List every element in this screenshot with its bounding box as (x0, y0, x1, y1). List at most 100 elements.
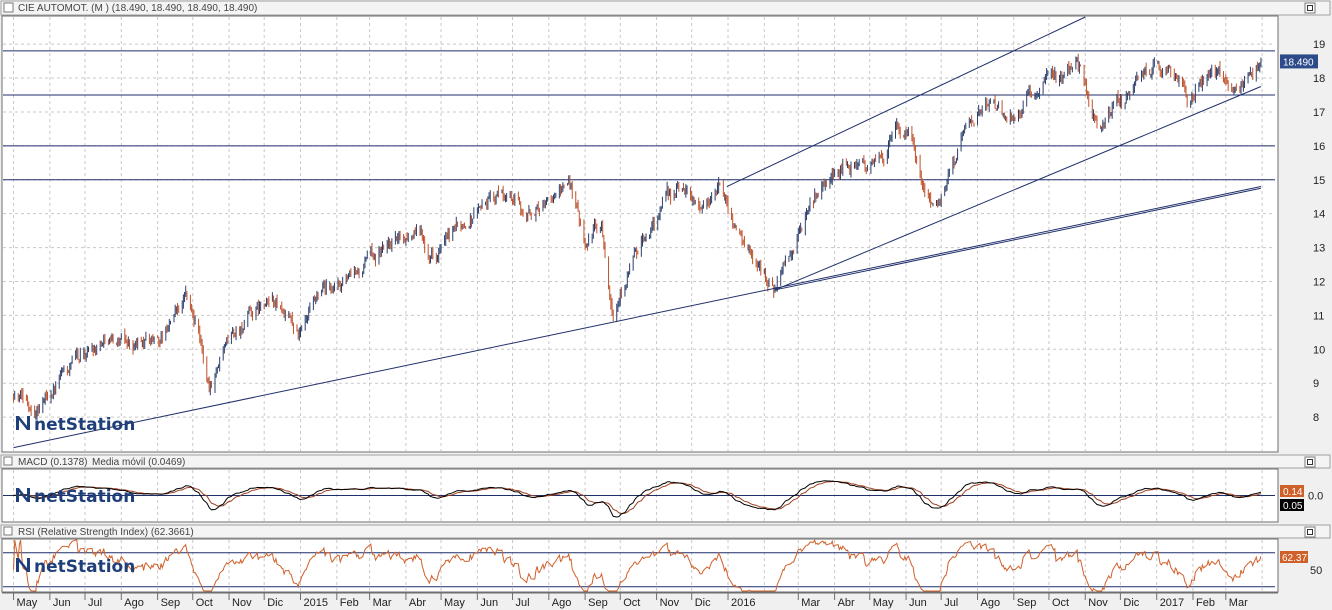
maximize-icon (1307, 459, 1313, 465)
price-maximize-button[interactable] (1304, 2, 1316, 14)
price-y-tick: 15 (1313, 175, 1325, 187)
x-axis-label: Abr (838, 597, 855, 609)
price-trendlines (13, 16, 1262, 449)
x-axis-label: Nov (660, 597, 680, 609)
rsi-y-tick: 50 (1310, 565, 1322, 577)
maximize-icon (1307, 529, 1313, 535)
x-axis: May Jun Jul Ago Sep Oct Nov Dic 2015 Feb Mar Abr May… (2, 592, 1278, 609)
x-axis-label: Nov (232, 597, 252, 609)
x-axis-label: Jul (516, 597, 530, 609)
x-axis-label: Jun (53, 597, 71, 609)
price-trendline (774, 86, 1262, 291)
rsi-title-bar (0, 524, 1331, 539)
rsi-window-icon (3, 526, 13, 536)
price-y-tick: 14 (1313, 209, 1325, 221)
x-axis-label: Mar (801, 597, 820, 609)
x-axis-label: Oct (1052, 597, 1069, 609)
x-axis-label: Jul (88, 597, 102, 609)
rsi-value: 62.37 (1282, 553, 1307, 564)
macd-lines (13, 480, 1262, 518)
x-axis-label: Ago (124, 597, 144, 609)
price-y-tick: 8 (1313, 412, 1319, 424)
price-candles (13, 53, 1262, 420)
x-axis-label: Sep (1017, 597, 1037, 609)
x-axis-label: Nov (1088, 597, 1108, 609)
netstation-logo-icon (16, 416, 30, 430)
macd-title: MACD (0.1378) (18, 457, 87, 468)
price-last-value: 18.490 (1283, 57, 1314, 68)
price-title-bar (0, 0, 1331, 16)
x-axis-label: Feb (1196, 597, 1215, 609)
rsi-title: RSI (Relative Strength Index) (62.3661) (18, 527, 194, 538)
brand-name: netStation (34, 415, 135, 435)
x-axis-label: Ago (980, 597, 1000, 609)
x-axis-label: Dic (267, 597, 283, 609)
price-y-tick: 12 (1313, 276, 1325, 288)
rsi-grid (3, 540, 1275, 591)
macd-signal-title: Media móvil (0.0469) (92, 457, 185, 468)
price-y-tick: 13 (1313, 243, 1325, 255)
signal-value: 0.05 (1283, 501, 1303, 512)
x-axis-label: Dic (1123, 597, 1139, 609)
x-axis-label: Sep (161, 597, 181, 609)
x-axis-label: 2017 (1160, 597, 1184, 609)
x-axis-label: Jun (909, 597, 927, 609)
macd-y-tick: 0.0 (1308, 491, 1323, 503)
price-y-tick: 9 (1313, 378, 1319, 390)
x-axis-label: Ago (552, 597, 572, 609)
signal-line (13, 481, 1262, 515)
brand-name: netStation (34, 487, 135, 507)
x-axis-label: Jul (944, 597, 958, 609)
rsi-y-ticks: 50 (1310, 565, 1322, 577)
x-axis-label: Mar (1229, 597, 1248, 609)
signal-value-tag: 0.05 (1280, 499, 1304, 512)
price-panel: CIE AUTOMOT. (M ) (18.490, 18.490, 18.49… (0, 0, 1331, 453)
price-trendline (13, 186, 1262, 449)
price-y-ticks: 8 9 10 11 12 13 14 15 16 17 18 19 (1313, 39, 1325, 424)
netstation-logo-icon (16, 558, 30, 572)
macd-window-icon (3, 456, 13, 466)
x-axis-label: Sep (588, 597, 608, 609)
price-y-tick: 17 (1313, 107, 1325, 119)
maximize-icon (1307, 5, 1313, 11)
macd-line (13, 480, 1262, 518)
rsi-panel: RSI (Relative Strength Index) (62.3661) … (0, 524, 1331, 593)
x-axis-label: Oct (623, 597, 640, 609)
price-y-tick: 18 (1313, 73, 1325, 85)
macd-value-tag: 0.14 (1280, 485, 1304, 498)
netstation-logo: netStation (16, 557, 135, 577)
price-y-tick: 19 (1313, 39, 1325, 51)
netstation-logo: netStation (16, 415, 135, 435)
rsi-line (13, 538, 1262, 592)
price-trendline (726, 16, 1086, 187)
rsi-maximize-button[interactable] (1304, 526, 1316, 538)
x-axis-label: Mar (373, 597, 392, 609)
price-window-icon (3, 2, 14, 13)
macd-maximize-button[interactable] (1304, 456, 1316, 468)
rsi-lines (13, 538, 1262, 592)
x-axis-label: 2016 (731, 597, 755, 609)
macd-title-bar (0, 454, 1331, 469)
x-axis-label: 2015 (304, 597, 328, 609)
price-y-tick: 10 (1313, 344, 1325, 356)
x-axis-label: Jun (480, 597, 498, 609)
x-axis-label: May (17, 597, 38, 609)
x-axis-label: Dic (695, 597, 711, 609)
macd-panel: MACD (0.1378) Media móvil (0.0469) 0.0 0… (0, 454, 1331, 523)
price-title: CIE AUTOMOT. (M ) (18.490, 18.490, 18.49… (18, 3, 257, 14)
price-trendline (774, 187, 1262, 291)
brand-name: netStation (34, 557, 135, 577)
x-axis-label: May (873, 597, 894, 609)
netstation-logo-icon (16, 488, 30, 502)
price-y-tick: 11 (1313, 310, 1324, 322)
x-axis-label: Feb (340, 597, 359, 609)
rsi-value-tag: 62.37 (1280, 551, 1308, 564)
netstation-logo: netStation (16, 487, 135, 507)
price-y-tick: 16 (1313, 141, 1325, 153)
x-axis-label: May (444, 597, 465, 609)
macd-value: 0.14 (1283, 487, 1303, 498)
rsi-plot-area (1, 538, 1279, 593)
x-axis-label: Abr (409, 597, 426, 609)
price-last-tag: 18.490 (1280, 54, 1318, 69)
